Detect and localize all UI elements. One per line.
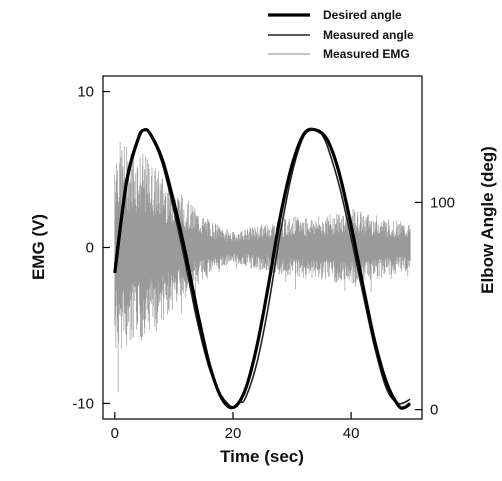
legend-label-desired-angle: Desired angle	[323, 8, 402, 22]
legend-label-measured-emg: Measured EMG	[323, 47, 410, 61]
legend-label-measured-angle: Measured angle	[323, 28, 414, 42]
y2-tick-label: 0	[430, 402, 438, 419]
emg-noise-band	[114, 142, 411, 392]
x-axis-title: Time (sec)	[220, 447, 304, 466]
y-tick-label: 0	[86, 240, 94, 257]
y-tick-label: 10	[77, 84, 94, 101]
y-axis-title: EMG (V)	[29, 214, 48, 280]
emg-series	[114, 142, 411, 392]
x-tick-label: 40	[343, 425, 360, 442]
y2-tick-label: 100	[430, 194, 455, 211]
desired-angle-line	[113, 127, 412, 410]
legend: Desired angle Measured angle Measured EM…	[268, 8, 414, 61]
y2-axis-title: Elbow Angle (deg)	[478, 146, 497, 294]
x-tick-label: 0	[111, 425, 119, 442]
x-tick-label: 20	[225, 425, 242, 442]
y-tick-label: -10	[72, 395, 94, 412]
